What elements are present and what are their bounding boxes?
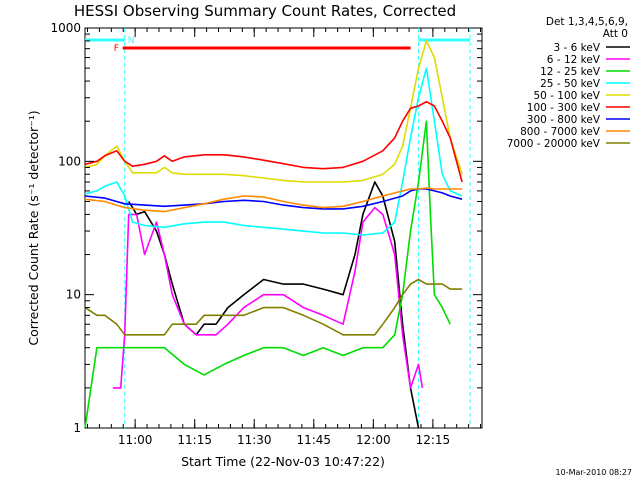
series-lines xyxy=(84,40,463,429)
legend-label: 800 - 7000 keV xyxy=(520,126,601,138)
series-line xyxy=(128,181,420,429)
legend-header-line-2: Att 0 xyxy=(603,28,628,40)
x-tick-label: 11:15 xyxy=(177,433,212,447)
axis-ticks: 1 10 100 1000 11:00 11:15 11:30 11:45 12:00 12:15 xyxy=(50,21,482,447)
legend-label: 3 - 6 keV xyxy=(553,42,600,54)
series-line xyxy=(84,187,463,213)
night-marker-label: N xyxy=(128,36,135,46)
y-tick-label: 1 xyxy=(73,421,81,435)
plot-border xyxy=(84,27,483,429)
x-tick-label: 12:00 xyxy=(356,433,391,447)
legend-label: 7000 - 20000 keV xyxy=(507,138,601,150)
x-tick-label: 11:45 xyxy=(296,433,331,447)
series-line xyxy=(84,67,463,236)
legend-label: 100 - 300 keV xyxy=(527,102,601,114)
chart-title: HESSI Observing Summary Count Rates, Cor… xyxy=(74,2,456,20)
legend-label: 6 - 12 keV xyxy=(547,54,601,66)
series-line xyxy=(112,206,424,389)
flag-bars: NF xyxy=(85,28,471,428)
plot-area xyxy=(84,27,483,429)
series-line xyxy=(84,188,463,210)
series-line xyxy=(84,120,451,429)
x-tick-label: 11:30 xyxy=(237,433,272,447)
legend-label: 300 - 800 keV xyxy=(527,114,601,126)
legend-label: 50 - 100 keV xyxy=(533,90,600,102)
series-line xyxy=(84,40,463,183)
y-tick-label: 10 xyxy=(66,288,81,302)
series-line xyxy=(84,100,463,183)
y-axis-label: Corrected Count Rate (s⁻¹ detector⁻¹) xyxy=(26,110,41,345)
flare-marker-label: F xyxy=(114,44,119,54)
y-tick-label: 1000 xyxy=(50,21,81,35)
x-axis-label: Start Time (22-Nov-03 10:47:22) xyxy=(181,454,385,469)
x-tick-label: 11:00 xyxy=(118,433,153,447)
x-tick-label: 12:15 xyxy=(416,433,451,447)
y-tick-label: 100 xyxy=(58,154,81,168)
legend-label: 12 - 25 keV xyxy=(540,66,601,78)
legend-header-line-1: Det 1,3,4,5,6,9, xyxy=(546,16,628,28)
timestamp: 10-Mar-2010 08:27 xyxy=(556,468,633,477)
series-line xyxy=(84,278,463,336)
legend-label: 25 - 50 keV xyxy=(540,78,601,90)
